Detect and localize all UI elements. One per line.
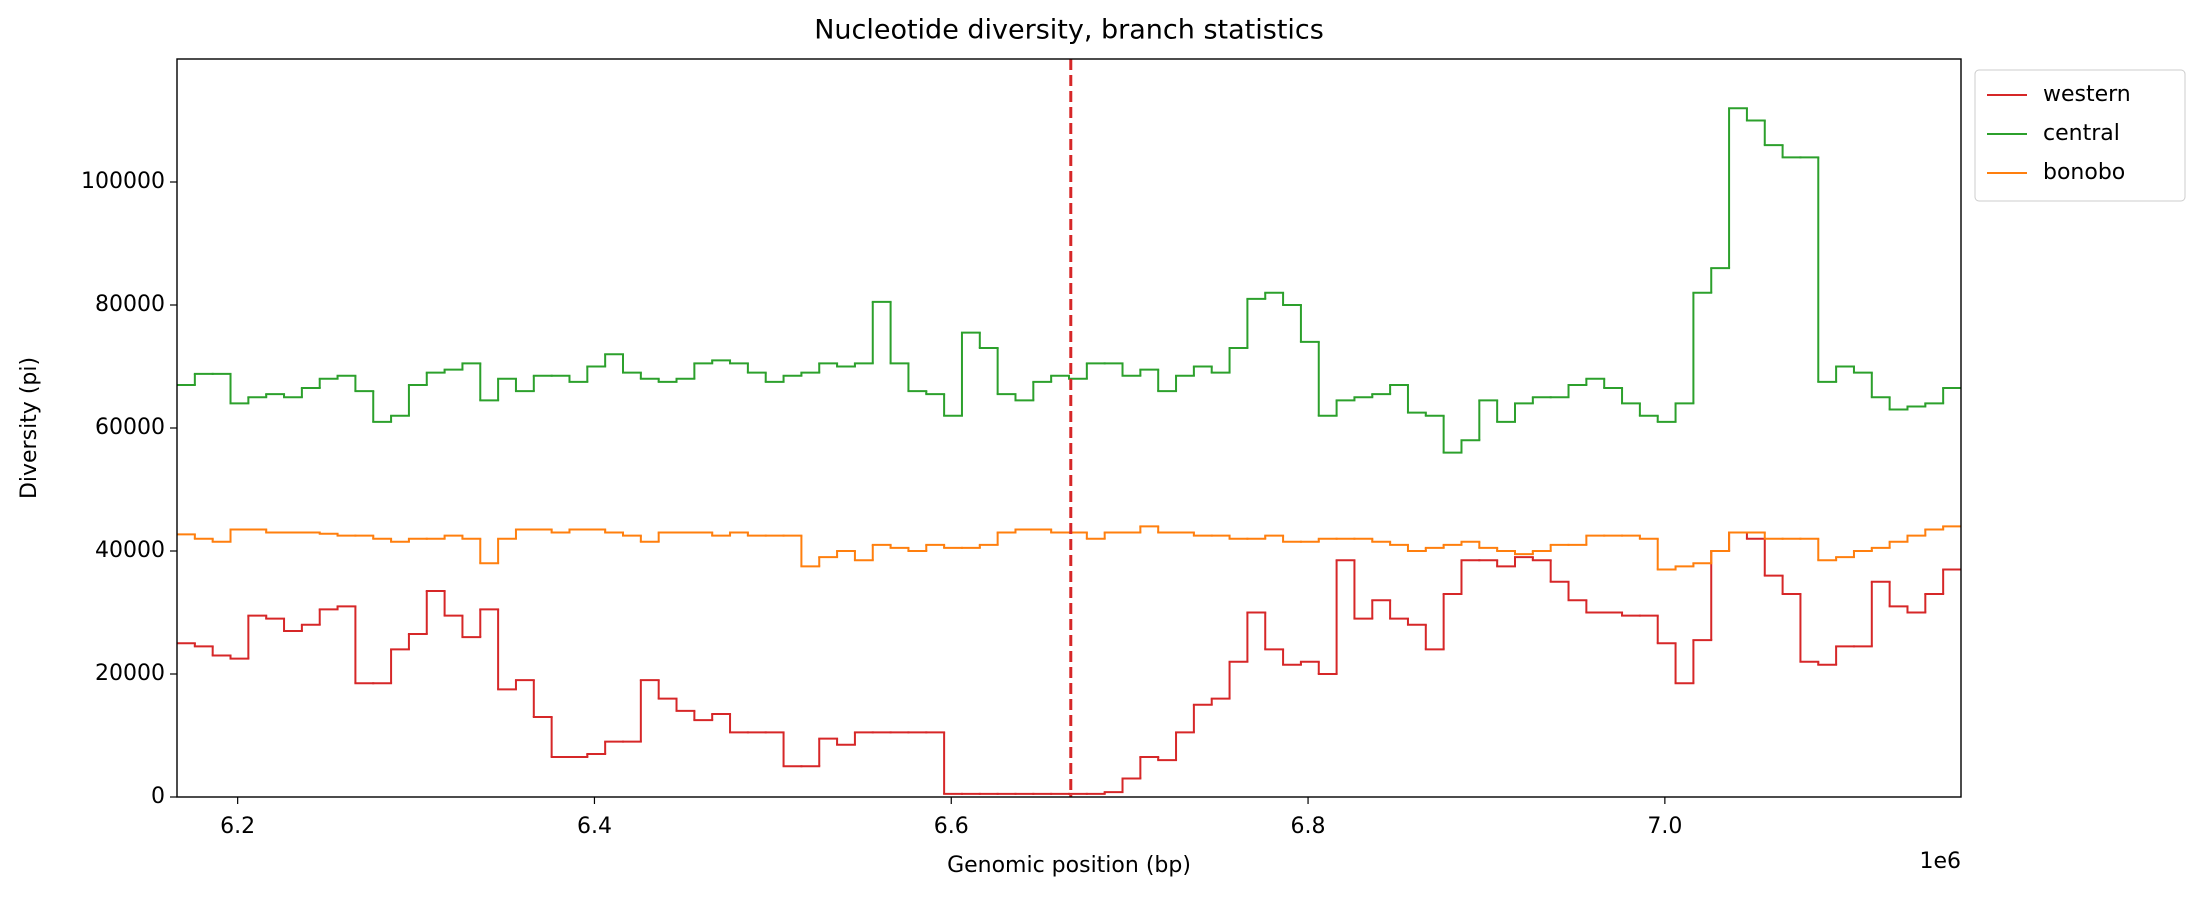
- legend-label: bonobo: [2043, 160, 2125, 185]
- y-tick-label: 80000: [95, 292, 165, 317]
- y-tick-label: 60000: [95, 415, 165, 440]
- step-connector: [193, 532, 1945, 794]
- x-tick-label: 6.4: [577, 814, 612, 839]
- x-tick-label: 6.2: [220, 814, 255, 839]
- chart-title: Nucleotide diversity, branch statistics: [814, 15, 1324, 46]
- y-tick-label: 20000: [95, 661, 165, 686]
- y-tick-label: 0: [151, 784, 165, 809]
- plot-area: [177, 107, 1961, 795]
- legend-label: western: [2043, 82, 2131, 107]
- x-offset-label: 1e6: [1919, 849, 1961, 874]
- x-tick-label: 7.0: [1647, 814, 1682, 839]
- step-connector: [193, 108, 1945, 453]
- x-tick-label: 6.8: [1291, 814, 1326, 839]
- y-tick-label: 40000: [95, 538, 165, 563]
- y-axis-label: Diversity (pi): [17, 357, 42, 499]
- legend-box: [1974, 69, 2186, 202]
- y-tick-label: 100000: [81, 169, 165, 194]
- plot-frame: [176, 58, 1962, 798]
- legend-label: central: [2043, 121, 2120, 146]
- x-axis-label: Genomic position (bp): [947, 853, 1191, 878]
- x-tick-label: 6.6: [934, 814, 969, 839]
